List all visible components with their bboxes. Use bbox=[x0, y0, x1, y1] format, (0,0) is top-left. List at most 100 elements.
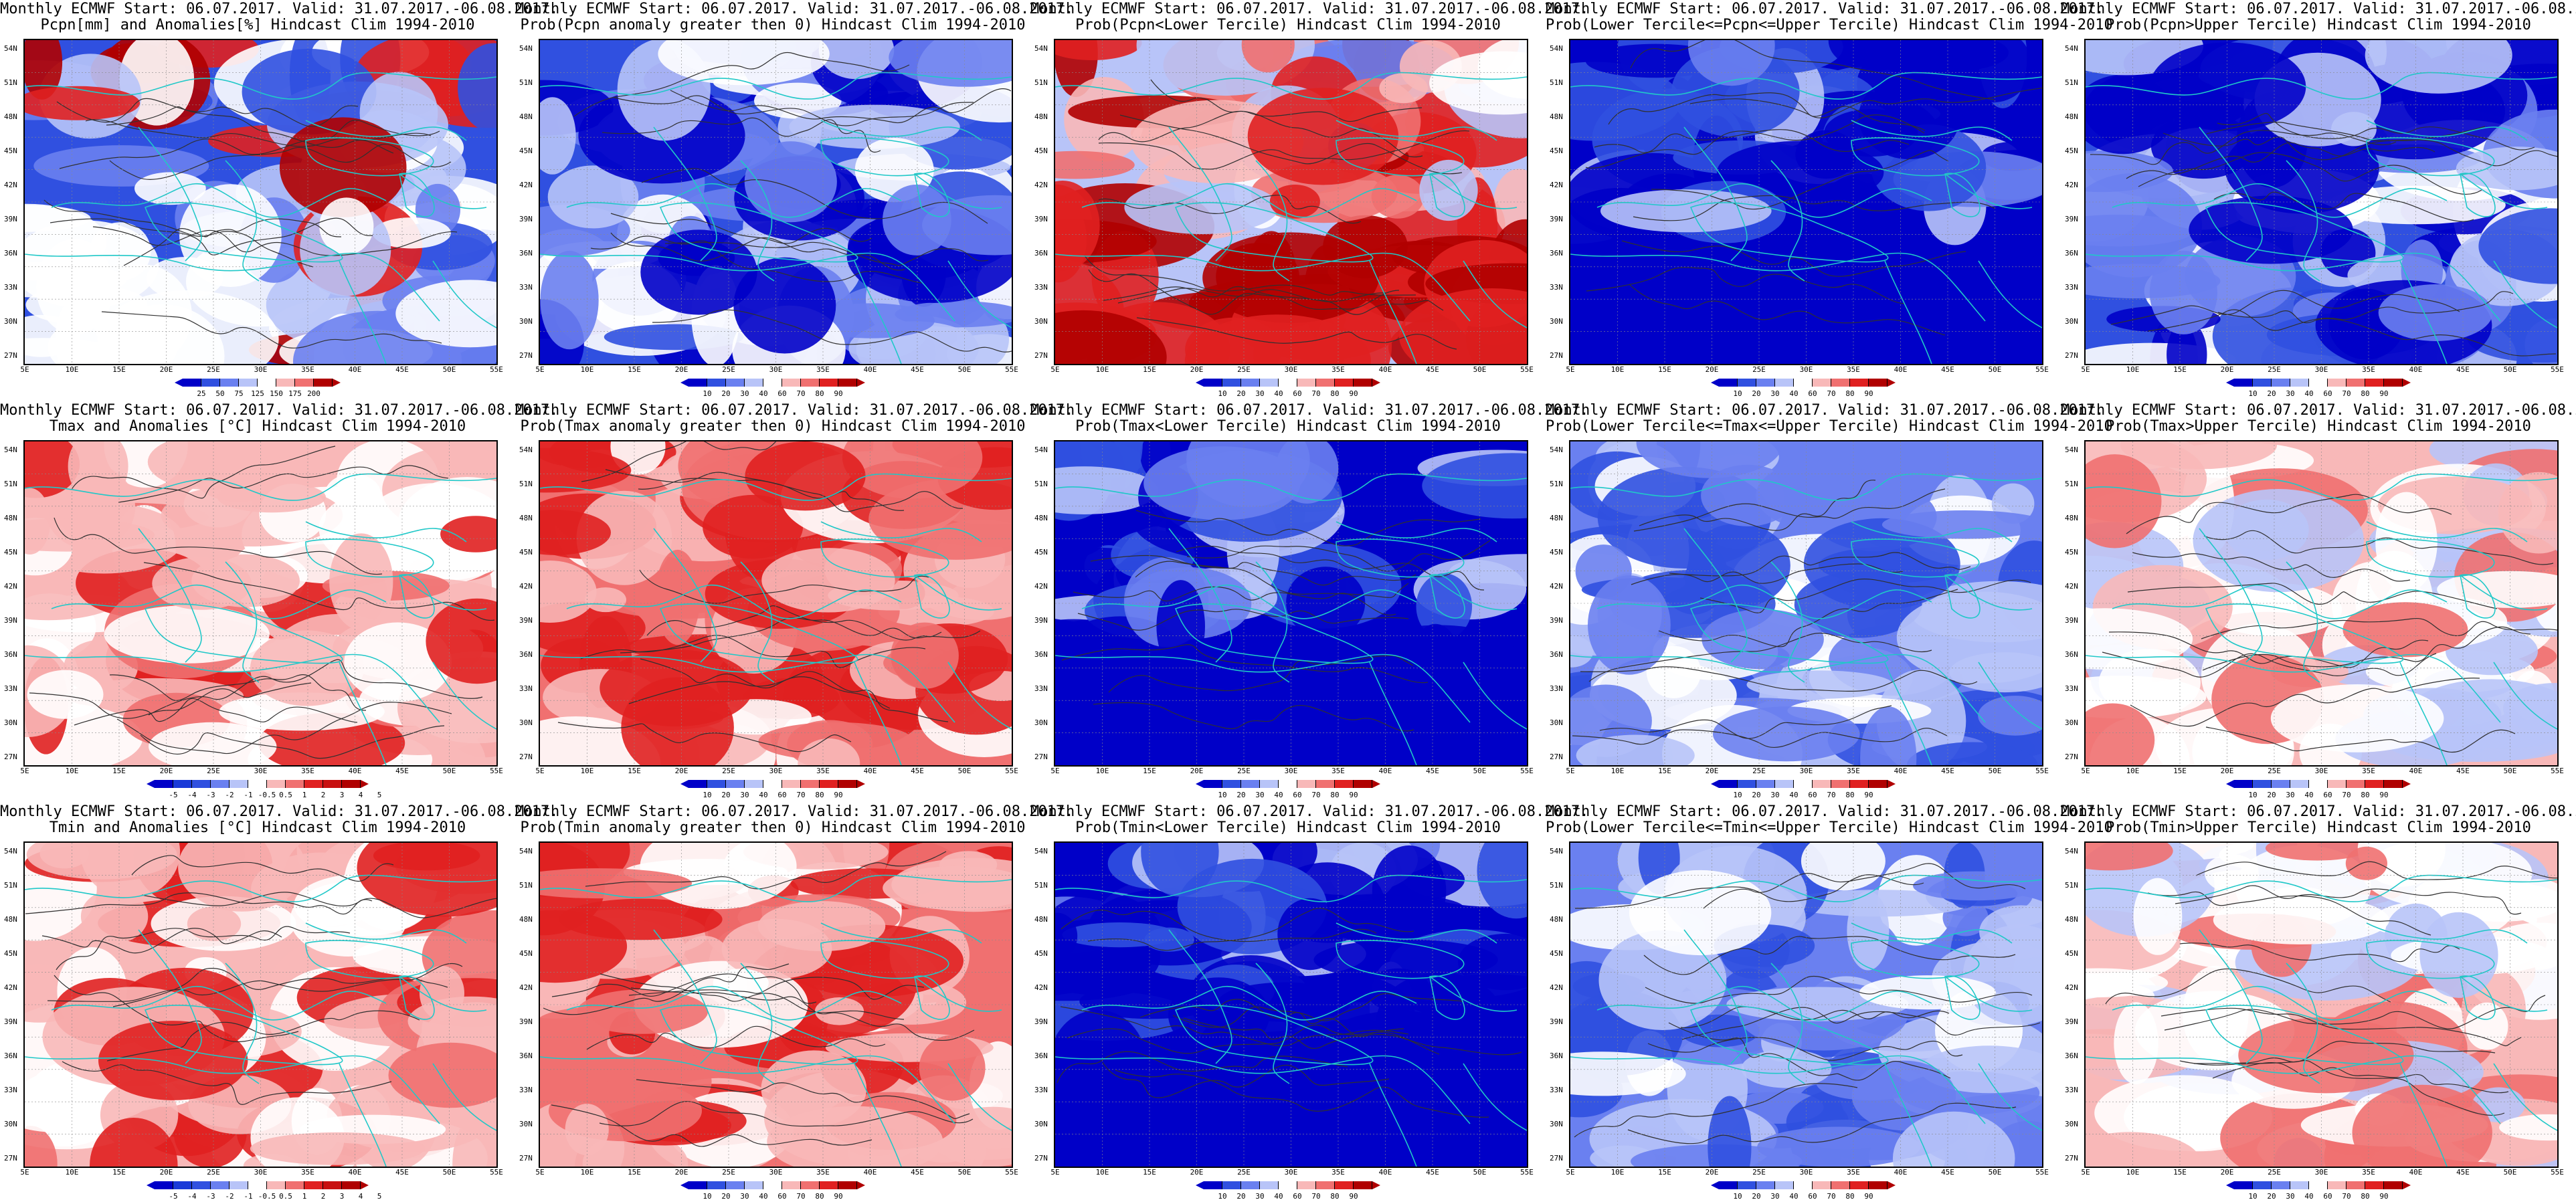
contour-line bbox=[664, 241, 989, 266]
field-blob bbox=[1398, 288, 1527, 364]
colorbar-swatch bbox=[1335, 780, 1354, 788]
lon-tick-label: 50E bbox=[2503, 1168, 2517, 1177]
colorbar-arrow-right bbox=[1372, 379, 1380, 387]
map-canvas bbox=[1570, 441, 2042, 765]
lon-tick-label: 35E bbox=[301, 365, 314, 374]
colorbar-arrow-right bbox=[1372, 1181, 1380, 1189]
contour-line bbox=[1629, 284, 1946, 336]
coastline bbox=[1978, 662, 2042, 730]
sea-outline bbox=[659, 603, 858, 664]
colorbar-tick-label: 20 bbox=[1236, 1192, 1246, 1201]
field-blob bbox=[2086, 968, 2169, 998]
contour-line bbox=[620, 617, 981, 654]
colorbar-swatch bbox=[1260, 379, 1279, 387]
map-canvas bbox=[2086, 843, 2557, 1167]
lon-tick-label: 50E bbox=[2503, 767, 2517, 775]
colorbar-swatch bbox=[1850, 780, 1869, 788]
coastline bbox=[225, 561, 260, 683]
lon-tick-label: 40E bbox=[1894, 767, 1908, 775]
colorbar-swatch bbox=[2365, 1181, 2384, 1189]
field-blob bbox=[1954, 40, 2032, 103]
colorbar-swatch bbox=[1775, 379, 1794, 387]
contour-line bbox=[131, 855, 394, 882]
colorbar-swatch bbox=[801, 1181, 820, 1189]
lat-tick-label: 42N bbox=[2065, 582, 2078, 591]
colorbar: 10 20 30 40 60 70 80 90 bbox=[1030, 780, 1546, 803]
field-blob bbox=[1477, 843, 1527, 919]
coastline bbox=[2112, 585, 2448, 619]
colorbar-tick-label: 5 bbox=[377, 1192, 382, 1201]
colorbar-swatch bbox=[1204, 1181, 1222, 1189]
sea-outline bbox=[2460, 574, 2496, 619]
colorbar-arrow-right bbox=[1888, 780, 1896, 788]
lon-tick-label: 5E bbox=[1050, 1168, 1060, 1177]
contour-line bbox=[1073, 586, 1396, 616]
contour-line bbox=[1586, 267, 1905, 304]
lon-tick-label: 15E bbox=[112, 1168, 126, 1177]
field-blob bbox=[2193, 489, 2364, 593]
contour-line bbox=[1633, 488, 1946, 532]
colorbar-swatch bbox=[820, 1181, 838, 1189]
colorbar-tick-label: -4 bbox=[187, 1192, 197, 1201]
lon-tick-label: 45E bbox=[395, 767, 409, 775]
colorbar-tick-label: 175 bbox=[288, 389, 302, 398]
lon-tick-label: 45E bbox=[1426, 1168, 1439, 1177]
lon-tick-label: 20E bbox=[159, 767, 173, 775]
colorbar-tick-label: 20 bbox=[1752, 1192, 1761, 1201]
colorbar-tick-label: 60 bbox=[1808, 1192, 1817, 1201]
lon-tick-label: 5E bbox=[2081, 365, 2090, 374]
coastline bbox=[1570, 72, 2042, 100]
colorbar-tick-label: 60 bbox=[1293, 791, 1302, 799]
lon-tick-label: 15E bbox=[2173, 767, 2187, 775]
colorbar-tick-label: 20 bbox=[1236, 791, 1246, 799]
colorbar-swatches bbox=[1204, 780, 1372, 788]
lon-tick-label: 35E bbox=[816, 365, 830, 374]
field-blob bbox=[1570, 1051, 1686, 1096]
contour-line bbox=[25, 892, 373, 915]
colorbar-tick-label: 60 bbox=[1293, 1192, 1302, 1201]
colorbar-tick-label: 10 bbox=[1733, 791, 1742, 799]
coastline bbox=[1851, 922, 2013, 944]
field-blob bbox=[2270, 684, 2444, 752]
sea-outline bbox=[2366, 137, 2495, 177]
contour-line bbox=[2105, 968, 2391, 1005]
field-blob bbox=[2331, 112, 2377, 146]
field-blob bbox=[104, 605, 270, 664]
colorbar-swatch bbox=[1354, 379, 1372, 387]
field-blob bbox=[1184, 314, 1371, 364]
lon-tick-label: 40E bbox=[1894, 1168, 1908, 1177]
sea-outline bbox=[1944, 173, 1981, 217]
coastline bbox=[540, 1055, 955, 1124]
lat-tick-label: 45N bbox=[1550, 548, 1563, 557]
coastline bbox=[1884, 260, 1932, 364]
colorbar-tick-label: 90 bbox=[2379, 389, 2389, 398]
coastline bbox=[2086, 1055, 2501, 1124]
field-blob bbox=[883, 184, 951, 256]
lat-tick-label: 51N bbox=[2065, 881, 2078, 890]
field-blob bbox=[2086, 173, 2203, 278]
lon-tick-label: 15E bbox=[628, 767, 641, 775]
colorbar-swatch bbox=[1869, 379, 1888, 387]
lat-tick-label: 33N bbox=[519, 1086, 533, 1094]
colorbar-arrow-right bbox=[857, 780, 865, 788]
lon-tick-label: 50E bbox=[1473, 1168, 1487, 1177]
colorbar-tick-label: 10 bbox=[1733, 389, 1742, 398]
colorbar-tick-label: 10 bbox=[703, 1192, 712, 1201]
colorbar-tick-label: 70 bbox=[2342, 791, 2351, 799]
sea-outline bbox=[1689, 1005, 1889, 1066]
sea-outline bbox=[914, 173, 950, 217]
field-blob bbox=[178, 843, 306, 912]
colorbar-arrow-left bbox=[680, 780, 688, 788]
lon-tick-label: 5E bbox=[20, 1168, 29, 1177]
lat-tick-label: 33N bbox=[519, 684, 533, 693]
lat-tick-label: 30N bbox=[1034, 317, 1048, 326]
colorbar-swatch bbox=[1738, 780, 1756, 788]
lat-tick-label: 27N bbox=[1550, 752, 1563, 761]
field-blob bbox=[2133, 878, 2183, 955]
lon-tick-label: 15E bbox=[628, 1168, 641, 1177]
colorbar-swatch bbox=[763, 379, 782, 387]
colorbar-swatch bbox=[745, 379, 763, 387]
field-blob bbox=[1701, 464, 1795, 526]
coastline bbox=[1884, 662, 1932, 765]
